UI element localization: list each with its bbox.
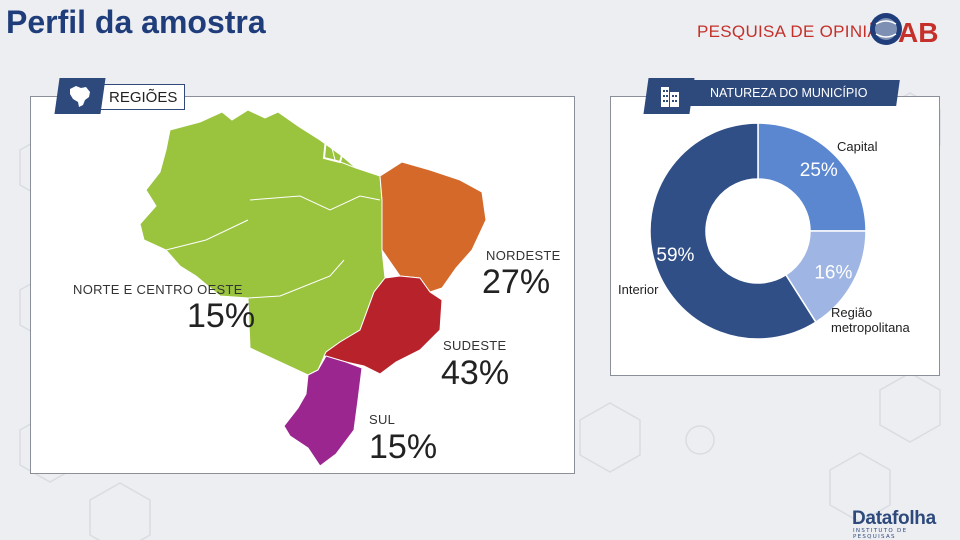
region-name-sudeste: SUDESTE <box>443 338 507 353</box>
natureza-label: NATUREZA DO MUNICÍPIO <box>710 86 868 100</box>
region-sudeste <box>323 275 443 375</box>
region-norte-centro-oeste <box>139 109 386 376</box>
svg-text:AB: AB <box>898 17 938 48</box>
natureza-donut-chart: 25% 16% 59% <box>650 123 866 339</box>
region-sul <box>283 355 363 467</box>
page-title: Perfil da amostra <box>6 4 266 40</box>
region-name-nordeste: NORDESTE <box>486 248 561 263</box>
datafolha-logo: Datafolha INSTITUTO DE PESQUISAS <box>852 508 952 540</box>
donut-label-capital: 25% <box>800 160 838 181</box>
region-name-sul: SUL <box>369 412 396 427</box>
region-pct-sudeste: 43% <box>441 354 510 392</box>
brazil-regions-map <box>139 109 487 467</box>
regioes-label: REGIÕES <box>109 89 178 106</box>
regioes-icon-box <box>54 78 106 114</box>
region-pct-norte-centro-oeste: 15% <box>187 297 256 335</box>
natureza-icon-box <box>643 78 695 114</box>
region-nordeste <box>379 161 487 293</box>
slice-name-capital: Capital <box>837 139 878 154</box>
region-pct-nordeste: 27% <box>482 263 551 301</box>
regioes-tab <box>97 84 185 110</box>
oab-logo: AB <box>870 13 938 48</box>
slice-name-interior: Interior <box>618 282 659 297</box>
region-name-norte-centro-oeste: NORTE E CENTRO OESTE <box>73 282 243 297</box>
donut-slice-interior <box>650 123 817 339</box>
building-icon <box>661 87 679 107</box>
datafolha-logo-sub: INSTITUTO DE PESQUISAS <box>853 528 908 540</box>
brazil-map-icon <box>70 86 90 107</box>
datafolha-logo-word: Datafolha <box>852 508 936 529</box>
donut-label-interior: 59% <box>656 245 694 266</box>
donut-slice-capital <box>757 123 866 232</box>
slice-name-regiao-metropolitana: Região metropolitana <box>831 305 910 335</box>
natureza-badge: NATUREZA DO MUNICÍPIO <box>643 78 901 114</box>
regioes-badge: REGIÕES <box>54 78 185 114</box>
donut-label-regiao-metropolitana: 16% <box>814 262 852 283</box>
region-pct-sul: 15% <box>369 428 438 466</box>
brand-text: PESQUISA DE OPINIÃO <box>697 22 893 41</box>
